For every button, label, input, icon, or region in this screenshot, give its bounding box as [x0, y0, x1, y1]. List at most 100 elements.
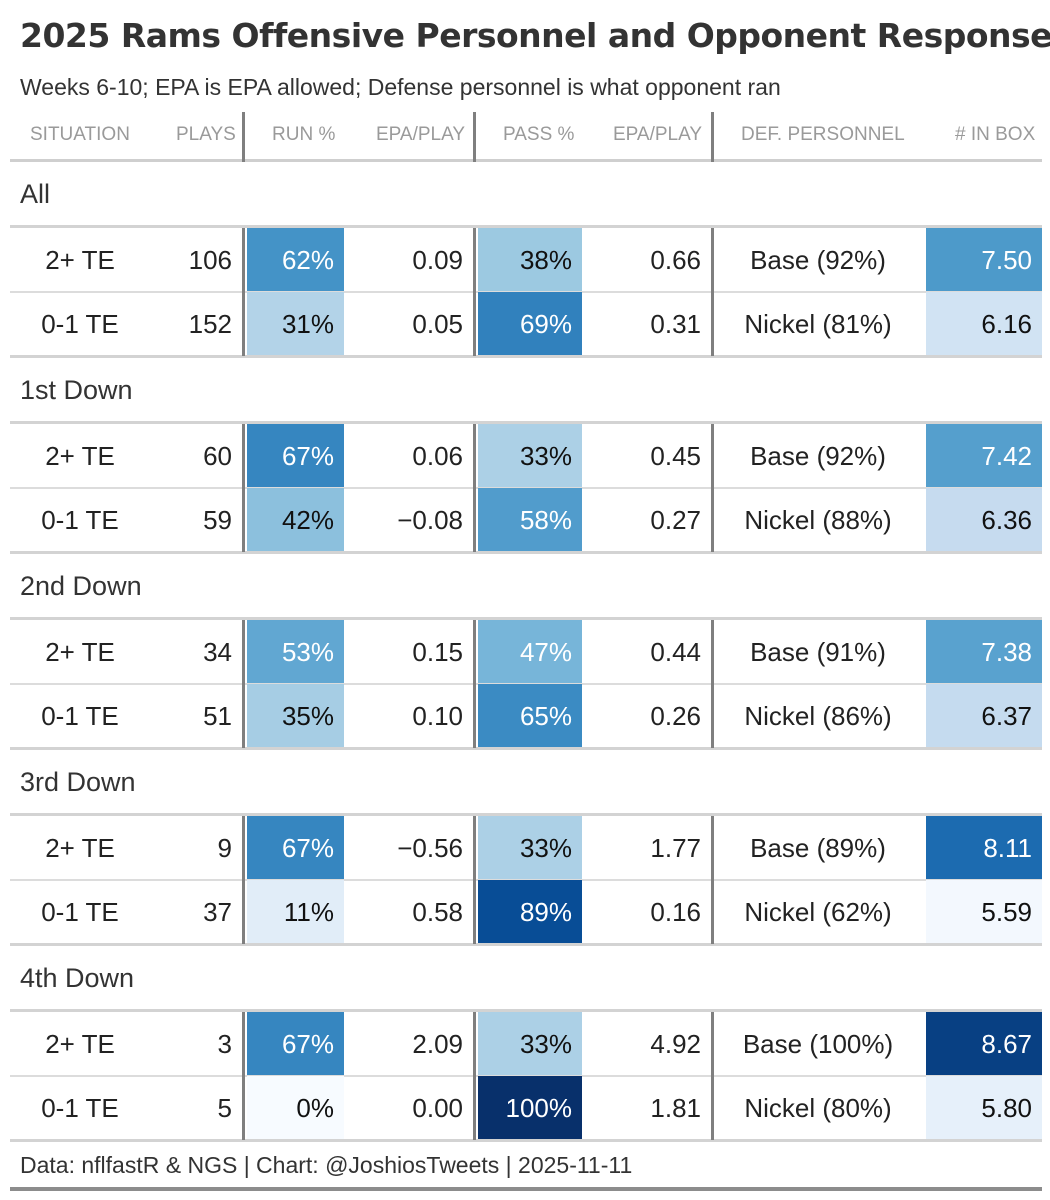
column-divider — [473, 816, 476, 944]
column-divider — [242, 1012, 245, 1140]
group-rule — [10, 617, 1042, 620]
in-box-cell: 7.38 — [926, 620, 1042, 684]
def-personnel-cell: Nickel (81%) — [744, 309, 892, 339]
column-divider — [473, 228, 476, 356]
pass-pct-cell: 89% — [478, 880, 582, 944]
header-divider-3 — [711, 112, 714, 162]
run-epa-cell: 0.10 — [412, 701, 463, 731]
in-box-cell: 6.37 — [926, 684, 1042, 748]
plays-cell: 9 — [217, 833, 232, 863]
column-divider — [711, 228, 714, 356]
run-epa-cell: −0.08 — [397, 505, 463, 535]
pass-pct-cell: 58% — [478, 488, 582, 552]
pass-epa-cell: 1.81 — [650, 1093, 701, 1123]
situation-cell: 0-1 TE — [41, 309, 119, 339]
column-header-run-epa: EPA/PLAY — [376, 124, 466, 145]
column-header-run-pct: RUN % — [272, 124, 336, 145]
run-epa-cell: 2.09 — [412, 1029, 463, 1059]
plays-cell: 34 — [203, 637, 232, 667]
situation-cell: 2+ TE — [45, 441, 115, 471]
pass-pct-cell: 38% — [478, 228, 582, 292]
def-personnel-cell: Base (91%) — [750, 637, 886, 667]
run-epa-cell: 0.09 — [412, 245, 463, 275]
column-divider — [473, 1012, 476, 1140]
pass-epa-cell: 0.16 — [650, 897, 701, 927]
pass-epa-cell: 0.31 — [650, 309, 701, 339]
chart-footer: Data: nflfastR & NGS | Chart: @JoshiosTw… — [20, 1152, 633, 1178]
def-personnel-cell: Base (89%) — [750, 833, 886, 863]
header-underline — [10, 159, 1042, 162]
group-bottom-rule — [10, 355, 1042, 358]
group-label: All — [20, 179, 51, 209]
pass-pct-cell: 65% — [478, 684, 582, 748]
column-divider — [711, 620, 714, 748]
pass-pct-cell: 100% — [478, 1076, 582, 1140]
run-pct-cell: 11% — [247, 880, 344, 944]
group-label: 2nd Down — [20, 571, 142, 601]
group-bottom-rule — [10, 747, 1042, 750]
pass-pct-cell: 33% — [478, 424, 582, 488]
run-pct-cell: 67% — [247, 1012, 344, 1076]
run-epa-cell: 0.00 — [412, 1093, 463, 1123]
run-pct-cell: 42% — [247, 488, 344, 552]
chart-subtitle: Weeks 6-10; EPA is EPA allowed; Defense … — [20, 74, 781, 100]
in-box-cell: 8.67 — [926, 1012, 1042, 1076]
column-header-situation: SITUATION — [30, 124, 130, 145]
plays-cell: 152 — [188, 309, 232, 339]
situation-cell: 2+ TE — [45, 245, 115, 275]
pass-epa-cell: 0.66 — [650, 245, 701, 275]
group-rule — [10, 1009, 1042, 1012]
situation-cell: 2+ TE — [45, 637, 115, 667]
pass-pct-cell: 47% — [478, 620, 582, 684]
def-personnel-cell: Nickel (88%) — [744, 505, 892, 535]
run-pct-cell: 67% — [247, 424, 344, 488]
group-rule — [10, 225, 1042, 228]
def-personnel-cell: Base (100%) — [742, 1029, 894, 1059]
column-header-plays: PLAYS — [176, 124, 236, 145]
pass-epa-cell: 0.27 — [650, 505, 701, 535]
plays-cell: 51 — [203, 701, 232, 731]
run-pct-cell: 53% — [247, 620, 344, 684]
pass-epa-cell: 4.92 — [650, 1029, 701, 1059]
def-personnel-cell: Base (92%) — [750, 245, 886, 275]
in-box-cell: 7.50 — [926, 228, 1042, 292]
group-rule — [10, 813, 1042, 816]
situation-cell: 0-1 TE — [41, 505, 119, 535]
header-divider-1 — [242, 112, 245, 162]
pass-epa-cell: 0.26 — [650, 701, 701, 731]
group-label: 4th Down — [20, 963, 135, 993]
chart-title: 2025 Rams Offensive Personnel and Oppone… — [20, 16, 1050, 55]
column-divider — [711, 424, 714, 552]
situation-cell: 2+ TE — [45, 1029, 115, 1059]
plays-cell: 3 — [217, 1029, 232, 1059]
run-epa-cell: −0.56 — [397, 833, 463, 863]
column-header-def-personnel: DEF. PERSONNEL — [741, 124, 905, 145]
group-bottom-rule — [10, 551, 1042, 554]
run-epa-cell: 0.06 — [412, 441, 463, 471]
in-box-cell: 7.42 — [926, 424, 1042, 488]
plays-cell: 37 — [203, 897, 232, 927]
column-divider — [711, 1012, 714, 1140]
situation-cell: 0-1 TE — [41, 1093, 119, 1123]
in-box-cell: 5.80 — [926, 1076, 1042, 1140]
run-pct-cell: 31% — [247, 292, 344, 356]
column-divider — [473, 424, 476, 552]
run-pct-cell: 67% — [247, 816, 344, 880]
column-divider — [242, 228, 245, 356]
group-label: 1st Down — [20, 375, 133, 405]
def-personnel-cell: Nickel (80%) — [744, 1093, 892, 1123]
pass-epa-cell: 0.44 — [650, 637, 701, 667]
plays-cell: 59 — [203, 505, 232, 535]
plays-cell: 5 — [217, 1093, 232, 1123]
group-rule — [10, 421, 1042, 424]
column-header-in-box: # IN BOX — [955, 124, 1036, 145]
situation-cell: 0-1 TE — [41, 701, 119, 731]
pass-pct-cell: 33% — [478, 1012, 582, 1076]
in-box-cell: 6.16 — [926, 292, 1042, 356]
situation-cell: 2+ TE — [45, 833, 115, 863]
pass-epa-cell: 0.45 — [650, 441, 701, 471]
column-header-row: SITUATION PLAYS RUN % EPA/PLAY PASS % EP… — [10, 112, 1042, 162]
pass-epa-cell: 1.77 — [650, 833, 701, 863]
def-personnel-cell: Base (92%) — [750, 441, 886, 471]
group-bottom-rule — [10, 1139, 1042, 1142]
